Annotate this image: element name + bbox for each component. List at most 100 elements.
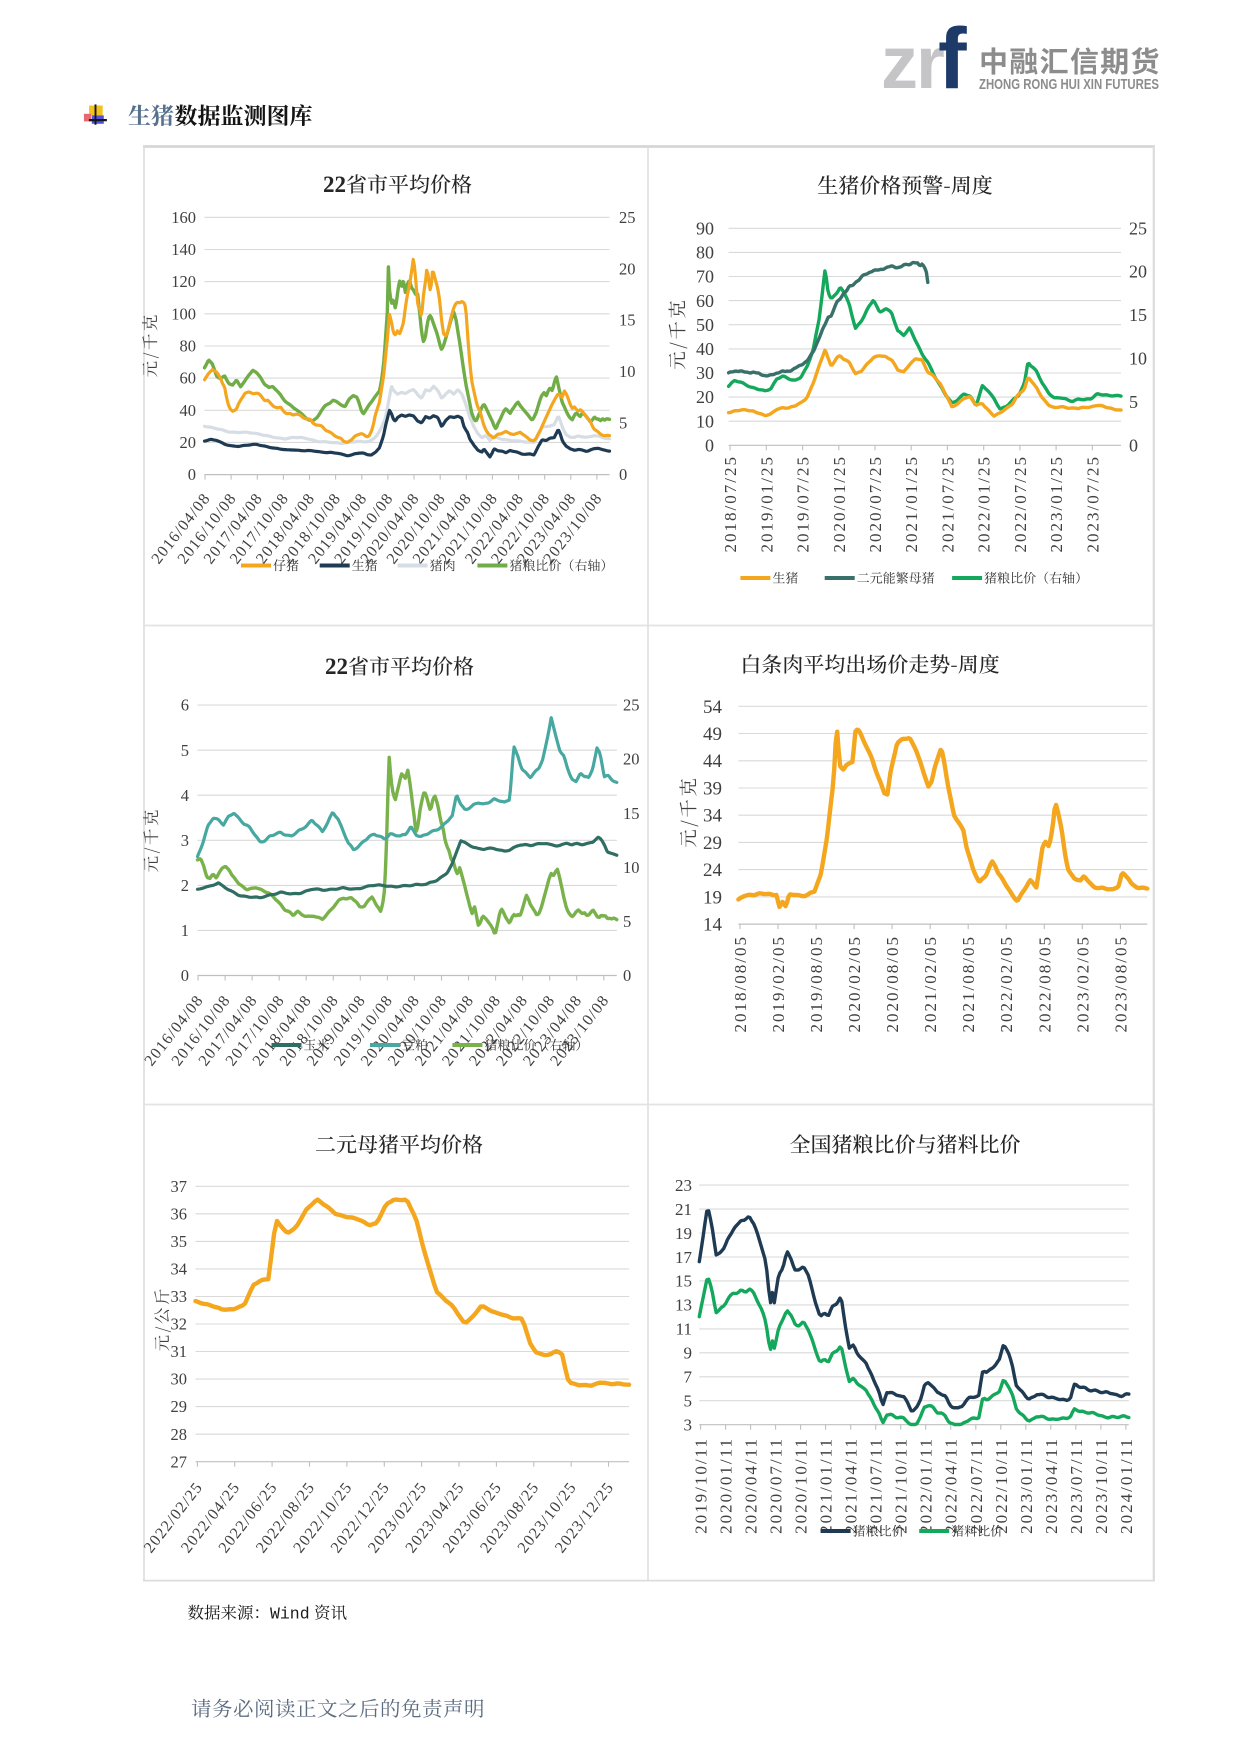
- svg-text:2022/08/05: 2022/08/05: [1035, 935, 1054, 1032]
- svg-text:5: 5: [623, 912, 631, 931]
- svg-text:2021/07/11: 2021/07/11: [867, 1437, 886, 1534]
- svg-text:5: 5: [684, 1392, 693, 1411]
- svg-text:22: 22: [323, 172, 346, 197]
- svg-text:25: 25: [619, 208, 636, 227]
- svg-text:2021/01/25: 2021/01/25: [902, 455, 921, 552]
- svg-text:34: 34: [703, 806, 723, 827]
- svg-text:0: 0: [181, 966, 189, 985]
- svg-text:2021/02/05: 2021/02/05: [921, 935, 940, 1032]
- svg-text:15: 15: [675, 1272, 692, 1291]
- svg-text:2020/01/25: 2020/01/25: [830, 455, 849, 552]
- svg-text:2023/07/11: 2023/07/11: [1067, 1437, 1086, 1534]
- svg-text:30: 30: [171, 1370, 188, 1389]
- svg-text:9: 9: [684, 1344, 693, 1363]
- svg-text:2019/08/05: 2019/08/05: [807, 935, 826, 1032]
- svg-text:2023/01/11: 2023/01/11: [1017, 1437, 1036, 1534]
- svg-text:2: 2: [181, 876, 189, 895]
- svg-text:f: f: [938, 11, 967, 107]
- svg-text:14: 14: [703, 915, 723, 936]
- svg-text:2020/08/05: 2020/08/05: [883, 935, 902, 1032]
- svg-text:2023/07/25: 2023/07/25: [1083, 455, 1102, 552]
- svg-text:2022/02/05: 2022/02/05: [997, 935, 1016, 1032]
- svg-text:50: 50: [696, 315, 714, 335]
- svg-text:1: 1: [181, 921, 189, 940]
- svg-text:10: 10: [623, 858, 640, 877]
- svg-text:2022/01/25: 2022/01/25: [975, 455, 994, 552]
- svg-text:10: 10: [619, 362, 636, 381]
- svg-text:25: 25: [623, 696, 640, 715]
- svg-text:23: 23: [675, 1176, 692, 1195]
- svg-text:20: 20: [1129, 262, 1147, 282]
- svg-text:2020/04/11: 2020/04/11: [742, 1437, 761, 1534]
- svg-text:zr: zr: [881, 21, 944, 104]
- svg-text:2020/10/11: 2020/10/11: [792, 1437, 811, 1534]
- svg-text:3: 3: [181, 831, 189, 850]
- svg-text:2022/01/11: 2022/01/11: [917, 1437, 936, 1534]
- svg-text:5: 5: [1129, 392, 1138, 412]
- svg-text:10: 10: [1129, 349, 1147, 369]
- svg-text:2018/08/05: 2018/08/05: [731, 935, 750, 1032]
- svg-text:20: 20: [180, 433, 197, 452]
- svg-text:160: 160: [171, 208, 196, 227]
- svg-text:15: 15: [1129, 305, 1147, 325]
- svg-text:2022/04/11: 2022/04/11: [942, 1437, 961, 1534]
- svg-text:32: 32: [171, 1315, 188, 1334]
- svg-text:39: 39: [703, 778, 722, 799]
- svg-text:2019/07/25: 2019/07/25: [794, 455, 813, 552]
- svg-text:4: 4: [181, 786, 189, 805]
- svg-text:2023/02/05: 2023/02/05: [1073, 935, 1092, 1032]
- svg-text:19: 19: [703, 887, 722, 908]
- svg-text:11: 11: [676, 1320, 692, 1339]
- svg-text:40: 40: [696, 339, 714, 359]
- svg-text:80: 80: [180, 337, 197, 356]
- svg-text:20: 20: [619, 259, 636, 278]
- svg-text:20: 20: [696, 387, 714, 407]
- svg-text:2021/07/25: 2021/07/25: [938, 455, 957, 552]
- svg-text:120: 120: [171, 272, 196, 291]
- svg-text:2020/02/05: 2020/02/05: [845, 935, 864, 1032]
- svg-text:0: 0: [705, 435, 714, 455]
- svg-text:5: 5: [181, 741, 189, 760]
- svg-text:2023/01/25: 2023/01/25: [1047, 455, 1066, 552]
- svg-text:2023/04/11: 2023/04/11: [1042, 1437, 1061, 1534]
- svg-text:2018/07/25: 2018/07/25: [721, 455, 740, 552]
- svg-text:2019/10/11: 2019/10/11: [692, 1437, 711, 1534]
- svg-text:36: 36: [171, 1204, 188, 1223]
- svg-text:80: 80: [696, 243, 714, 263]
- svg-text:2022/07/25: 2022/07/25: [1011, 455, 1030, 552]
- svg-text:2023/08/05: 2023/08/05: [1111, 935, 1130, 1032]
- svg-text:34: 34: [171, 1260, 188, 1279]
- svg-text:2024/01/11: 2024/01/11: [1117, 1437, 1136, 1534]
- svg-text:2021/10/11: 2021/10/11: [892, 1437, 911, 1534]
- svg-text:2021/08/05: 2021/08/05: [959, 935, 978, 1032]
- svg-text:100: 100: [171, 304, 196, 323]
- svg-text:2019/01/25: 2019/01/25: [757, 455, 776, 552]
- svg-text:33: 33: [171, 1287, 188, 1306]
- svg-text:19: 19: [675, 1224, 692, 1243]
- svg-text:21: 21: [675, 1200, 692, 1219]
- svg-text:60: 60: [180, 369, 197, 388]
- svg-text:0: 0: [1129, 435, 1138, 455]
- svg-text:25: 25: [1129, 218, 1147, 238]
- svg-text:22: 22: [325, 654, 348, 679]
- svg-text:20: 20: [623, 750, 640, 769]
- svg-text:15: 15: [623, 804, 640, 823]
- svg-text:27: 27: [171, 1452, 188, 1471]
- svg-text:3: 3: [684, 1416, 693, 1435]
- svg-text:5: 5: [619, 414, 627, 433]
- svg-text:2020/01/11: 2020/01/11: [717, 1437, 736, 1534]
- svg-text:28: 28: [171, 1425, 188, 1444]
- svg-text:2020/07/25: 2020/07/25: [866, 455, 885, 552]
- svg-text:44: 44: [703, 751, 723, 772]
- svg-text:90: 90: [696, 218, 714, 238]
- svg-text:ZHONG RONG HUI XIN FUTURES: ZHONG RONG HUI XIN FUTURES: [979, 76, 1159, 93]
- svg-text:0: 0: [619, 465, 627, 484]
- svg-text:30: 30: [696, 363, 714, 383]
- svg-text:140: 140: [171, 240, 196, 259]
- svg-text:2019/02/05: 2019/02/05: [769, 935, 788, 1032]
- svg-text:40: 40: [180, 401, 197, 420]
- svg-text:0: 0: [188, 465, 196, 484]
- svg-text:60: 60: [696, 291, 714, 311]
- svg-text:15: 15: [619, 311, 636, 330]
- svg-text:2022/10/11: 2022/10/11: [992, 1437, 1011, 1534]
